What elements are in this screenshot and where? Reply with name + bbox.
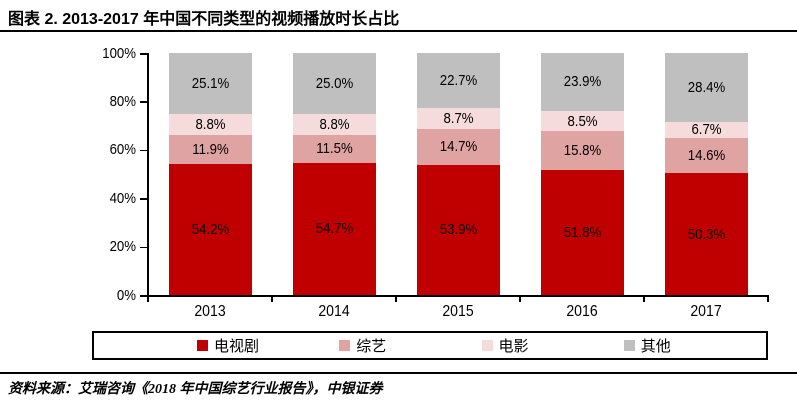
x-tick bbox=[395, 295, 397, 302]
bar-segment-label: 11.9% bbox=[191, 140, 229, 158]
x-category-label: 2013 bbox=[194, 303, 226, 320]
x-tick bbox=[147, 295, 149, 302]
bar-segment-label: 8.8% bbox=[194, 115, 226, 133]
bar-segment-label: 22.7% bbox=[439, 71, 477, 89]
bar-segment-label: 8.7% bbox=[442, 109, 474, 127]
bar-segment-label: 15.8% bbox=[563, 142, 601, 160]
bar-segment: 11.9% bbox=[168, 135, 252, 164]
bar-segment-label: 54.7% bbox=[315, 220, 353, 238]
bar-segment: 23.9% bbox=[540, 53, 624, 111]
legend-swatch bbox=[481, 340, 493, 351]
y-tick bbox=[140, 149, 147, 152]
bar-segment: 53.9% bbox=[416, 164, 500, 295]
bar-segment-label: 14.7% bbox=[439, 138, 477, 156]
x-tick bbox=[271, 295, 273, 302]
y-tick bbox=[140, 198, 147, 200]
legend-item: 电视剧 bbox=[197, 335, 339, 356]
y-tick-label: 60% bbox=[109, 141, 136, 159]
bar-segment-label: 53.9% bbox=[439, 221, 477, 239]
legend-item: 综艺 bbox=[339, 335, 481, 356]
bar-segment: 25.0% bbox=[292, 53, 376, 114]
legend-label: 其他 bbox=[640, 339, 671, 355]
bar-segment-label: 14.6% bbox=[687, 147, 725, 165]
bar-segment-label: 51.8% bbox=[563, 223, 601, 241]
bar-segment: 8.8% bbox=[168, 113, 252, 136]
x-tick bbox=[643, 295, 645, 302]
y-tick-label: 40% bbox=[109, 189, 136, 207]
x-tick bbox=[767, 295, 769, 302]
bar-segment-label: 54.2% bbox=[191, 220, 229, 238]
x-tick bbox=[519, 295, 521, 302]
stacked-bar-chart: 0% 20% 40% 60% 80% 100% 54.2% 11.9% 8.8% 25.1% 201… bbox=[102, 44, 769, 320]
footer-divider bbox=[0, 372, 797, 374]
bar-segment: 54.2% bbox=[168, 163, 252, 295]
bar-segment: 8.8% bbox=[292, 113, 376, 135]
x-axis-line bbox=[147, 295, 768, 297]
x-category-label: 2016 bbox=[566, 303, 598, 320]
figure-title: 图表 2. 2013-2017 年中国不同类型的视频播放时长占比 bbox=[8, 11, 400, 28]
bar-segment: 54.7% bbox=[292, 162, 376, 295]
y-tick-label: 0% bbox=[116, 286, 136, 304]
y-tick-label: 100% bbox=[102, 44, 136, 62]
title-divider bbox=[0, 30, 797, 32]
bar-segment: 15.8% bbox=[540, 131, 624, 170]
legend-swatch bbox=[339, 340, 351, 351]
y-tick-label: 80% bbox=[109, 92, 136, 110]
legend-label: 电影 bbox=[498, 339, 529, 355]
y-tick-label: 20% bbox=[109, 238, 136, 256]
legend-item: 其他 bbox=[623, 335, 766, 356]
y-tick bbox=[140, 295, 147, 297]
y-tick bbox=[140, 246, 147, 249]
bar-segment-label: 23.9% bbox=[563, 73, 601, 91]
bar-segment-label: 11.5% bbox=[315, 140, 353, 158]
bar-segment: 11.5% bbox=[292, 134, 376, 163]
source-note: 资料来源：艾瑞咨询《2018 年中国综艺行业报告》，中银证券 bbox=[8, 382, 383, 397]
bar-segment: 14.7% bbox=[416, 128, 500, 165]
chart-legend: 电视剧 综艺 电影 其他 bbox=[92, 331, 768, 360]
x-category-label: 2015 bbox=[442, 303, 474, 320]
bar-segment-label: 8.8% bbox=[318, 115, 350, 133]
bar-segment: 8.7% bbox=[416, 107, 500, 129]
bar-segment: 8.5% bbox=[540, 110, 624, 132]
bar-segment: 14.6% bbox=[664, 137, 748, 174]
bar-segment: 50.3% bbox=[664, 173, 748, 295]
bar-segment-label: 8.5% bbox=[566, 112, 598, 130]
legend-label: 综艺 bbox=[356, 339, 387, 355]
bar-segment-label: 6.7% bbox=[690, 121, 722, 139]
y-tick bbox=[140, 101, 147, 103]
x-category-label: 2017 bbox=[690, 303, 722, 320]
legend-label: 电视剧 bbox=[214, 339, 260, 355]
y-axis-line bbox=[147, 53, 149, 296]
bar-segment: 25.1% bbox=[168, 53, 252, 114]
y-tick bbox=[140, 53, 147, 55]
bar-segment: 28.4% bbox=[664, 53, 748, 122]
bar-segment-label: 28.4% bbox=[687, 78, 725, 96]
bar-segment-label: 25.1% bbox=[191, 74, 229, 92]
legend-swatch bbox=[623, 340, 635, 351]
legend-item: 电影 bbox=[481, 335, 624, 356]
bar-segment: 6.7% bbox=[664, 121, 748, 139]
bar-segment: 22.7% bbox=[416, 53, 500, 108]
bar-segment: 51.8% bbox=[540, 169, 624, 295]
x-category-label: 2014 bbox=[318, 303, 350, 320]
bar-segment-label: 50.3% bbox=[687, 225, 725, 243]
legend-swatch bbox=[197, 340, 208, 351]
bar-segment-label: 25.0% bbox=[315, 74, 353, 92]
